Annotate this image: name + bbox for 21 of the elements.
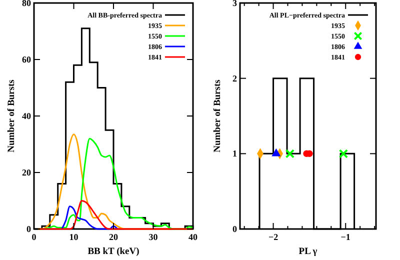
- y-axis-title: Number of Bursts: [7, 79, 17, 152]
- line-series: [61, 206, 118, 230]
- y-tick-label: 1: [232, 148, 238, 159]
- y-axis-title: Number of Bursts: [213, 79, 223, 152]
- x-tick-label: −1: [340, 232, 351, 242]
- x-tick-label: 20: [109, 232, 118, 242]
- y-tick-label: 40: [22, 111, 32, 121]
- line-series: [37, 200, 194, 230]
- y-tick-label: 80: [22, 0, 32, 8]
- y-tick-label: 60: [22, 54, 32, 64]
- y-tick-label: 20: [22, 168, 32, 178]
- y-tick-label: 0: [26, 224, 32, 234]
- x-tick-label: 30: [148, 232, 158, 242]
- x-axis-title: PL γ: [298, 247, 318, 257]
- x-tick-label: 40: [188, 232, 198, 242]
- x-tick-label: 10: [69, 232, 79, 242]
- x-axis-title: BB kT (keV): [88, 247, 140, 257]
- x-tick-label: −2: [268, 232, 279, 242]
- y-tick-label: 3: [232, 0, 238, 8]
- y-tick-label: 0: [232, 224, 238, 234]
- y-tick-label: 2: [232, 73, 238, 84]
